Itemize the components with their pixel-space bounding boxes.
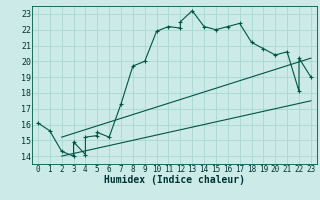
X-axis label: Humidex (Indice chaleur): Humidex (Indice chaleur) bbox=[104, 175, 245, 185]
